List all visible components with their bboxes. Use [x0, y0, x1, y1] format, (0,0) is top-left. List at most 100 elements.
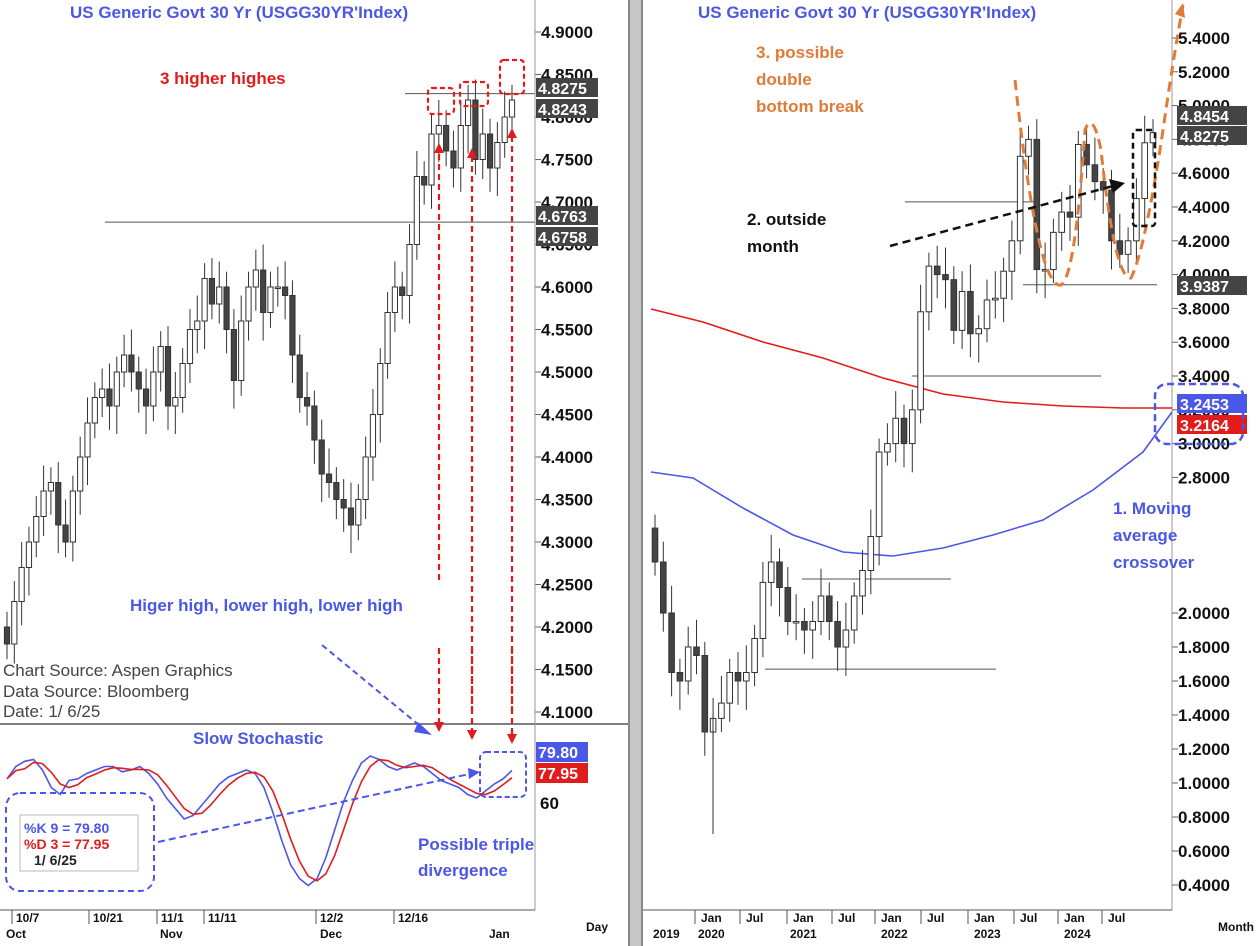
- daily-price-tick: 4.4500: [541, 406, 593, 425]
- daily-price-tick: 4.7500: [541, 151, 593, 170]
- monthly-candle: [776, 561, 783, 588]
- annotation-ma-2: average: [1113, 526, 1177, 545]
- blue-dashed-arrow: [321, 644, 426, 731]
- monthly-candle: [1066, 211, 1074, 218]
- daily-chart-title: US Generic Govt 30 Yr (USGG30YR'Index): [70, 3, 408, 22]
- monthly-year-tick: 2019: [653, 927, 680, 941]
- daily-candle: [435, 125, 442, 135]
- monthly-candle: [751, 638, 758, 673]
- annotation-outside-1: 2. outside: [747, 210, 826, 229]
- daily-candle: [443, 125, 450, 152]
- arrow-head: [468, 768, 480, 779]
- legend-d: %D 3 = 77.95: [24, 836, 109, 852]
- daily-price-label: 4.6763: [538, 209, 587, 226]
- daily-month-tick: Jan: [489, 927, 510, 941]
- monthly-price-box: [1177, 415, 1247, 434]
- daily-candle: [179, 363, 186, 398]
- monthly-year-tick: 2021: [790, 927, 817, 941]
- daily-candle: [296, 354, 303, 398]
- daily-candle: [194, 320, 201, 330]
- annotation-divergence-2: divergence: [418, 861, 508, 880]
- divergence-line: [157, 772, 475, 843]
- stoch-k-line: [6, 755, 513, 887]
- arrow-head: [434, 143, 444, 153]
- daily-x-tick: 11/11: [208, 911, 237, 925]
- daily-month-tick: Dec: [320, 927, 342, 941]
- high-highlight-box: [498, 58, 526, 96]
- monthly-candle: [1091, 164, 1099, 183]
- daily-candles: [3, 79, 535, 664]
- stochastic-pane: [6, 755, 513, 887]
- daily-price-label: 4.8275: [538, 81, 587, 98]
- daily-candle: [303, 397, 311, 407]
- monthly-year-tick: 2023: [974, 927, 1001, 941]
- monthly-price-tick: 2.8000: [1178, 468, 1230, 487]
- monthly-candle: [875, 451, 883, 538]
- daily-candle: [201, 278, 208, 322]
- daily-candle: [11, 601, 18, 645]
- monthly-price-tick: 3.0000: [1178, 435, 1230, 454]
- arrow-head: [414, 722, 432, 735]
- monthly-price-tick: 3.8000: [1178, 299, 1230, 318]
- monthly-candle: [909, 409, 916, 445]
- monthly-x-tick: Jan: [1064, 911, 1085, 925]
- monthly-candle: [942, 274, 949, 281]
- daily-candle: [369, 414, 377, 458]
- daily-candle: [494, 142, 501, 169]
- monthly-x-tick: Jan: [974, 911, 995, 925]
- daily-x-tick: 11/1: [161, 911, 184, 925]
- daily-candle: [3, 626, 11, 645]
- monthly-candle: [1025, 138, 1032, 157]
- monthly-price-box: [1177, 126, 1247, 145]
- d-value-label: 77.95: [538, 766, 578, 783]
- monthly-price-label: 3.2164: [1180, 418, 1229, 435]
- daily-x-ticks: 10/7 10/21 11/1 11/11 12/2 12/16 Oct Nov Dec Jan: [6, 910, 510, 941]
- daily-candle: [77, 456, 84, 492]
- monthly-x-tick: Jan: [793, 911, 814, 925]
- daily-candle: [347, 507, 355, 526]
- daily-price-box: [536, 99, 598, 118]
- monthly-x-ticks: Jan Jul Jan Jul Jan Jul Jan Jul Jan Jul 2019 2020 20…: [653, 910, 1125, 941]
- monthly-candle: [1016, 155, 1024, 242]
- daily-candle: [421, 176, 428, 186]
- monthly-candle: [917, 311, 924, 411]
- monthly-price-tick: 2.0000: [1178, 604, 1230, 623]
- daily-price-tick: 4.9000: [541, 23, 593, 42]
- annotation-outside-2: month: [747, 237, 799, 256]
- chart-source-line: Chart Source: Aspen Graphics: [3, 661, 233, 680]
- daily-candle: [333, 482, 340, 500]
- monthly-price-tick: 0.8000: [1178, 808, 1230, 827]
- monthly-x-tick: Jul: [1108, 911, 1125, 925]
- daily-x-tick: 12/2: [320, 911, 344, 925]
- monthly-candles: [651, 115, 1157, 834]
- daily-candle: [289, 295, 296, 356]
- daily-price-box: [536, 206, 598, 225]
- annotation-stochastic-highs: Higer high, lower high, lower high: [130, 596, 403, 615]
- arrow-head: [507, 734, 517, 744]
- monthly-year-tick: 2022: [881, 927, 908, 941]
- daily-price-label: 4.6758: [538, 230, 587, 247]
- daily-price-tick: 4.5500: [541, 321, 593, 340]
- daily-candle: [508, 99, 516, 118]
- monthly-candle: [734, 672, 742, 682]
- monthly-candle: [1058, 211, 1065, 233]
- daily-candle: [69, 490, 76, 543]
- monthly-price-tick: 0.6000: [1178, 842, 1230, 861]
- monthly-price-tick: 5.2000: [1178, 63, 1230, 82]
- daily-candle: [362, 456, 369, 500]
- monthly-candle: [867, 536, 875, 571]
- daily-candle: [260, 269, 267, 313]
- daily-candle: [282, 286, 289, 296]
- annotation-ma-3: crossover: [1113, 553, 1195, 572]
- monthly-candle: [1133, 198, 1140, 242]
- daily-price-box: [536, 78, 598, 97]
- daily-candle: [128, 354, 135, 373]
- daily-candle: [47, 482, 55, 492]
- daily-price-axis: 4.90004.85004.80004.75004.70004.65004.60…: [535, 23, 593, 722]
- arrow-head: [467, 148, 477, 158]
- daily-candle: [274, 286, 281, 289]
- daily-price-tick: 4.3000: [541, 533, 593, 552]
- monthly-price-tick: 4.2000: [1178, 232, 1230, 251]
- outside-month-box: [1131, 128, 1157, 228]
- monthly-price-tick: 1.6000: [1178, 672, 1230, 691]
